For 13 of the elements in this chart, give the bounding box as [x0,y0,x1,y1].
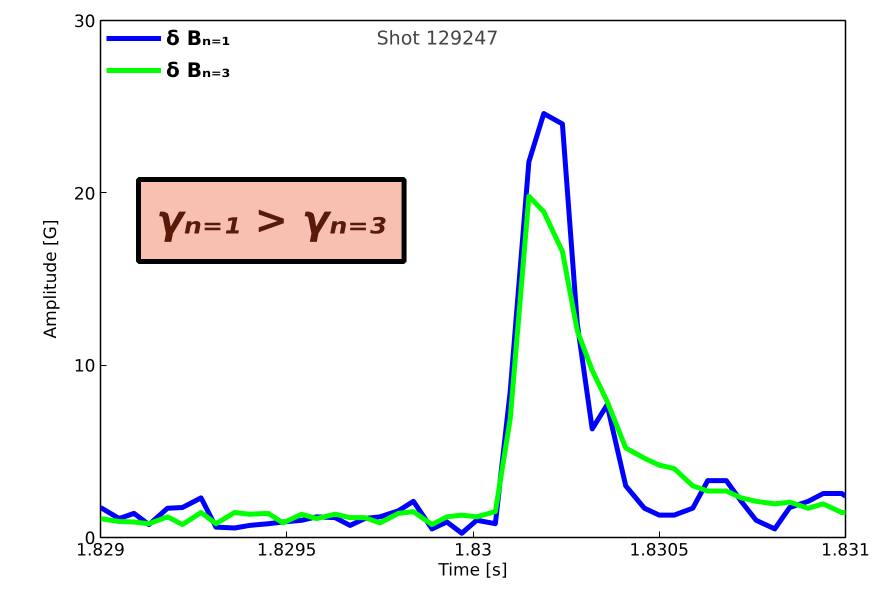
y-tick-label: 10 [74,356,96,377]
y-tick-label: 30 [74,12,96,32]
x-tick-label: 1.8305 [630,540,689,560]
x-axis-title: Time [s] [437,560,508,580]
y-tick-label: 20 [74,184,96,204]
legend-label: δ Bₙ₌₁ [166,26,230,50]
x-tick-label: 1.8295 [257,540,316,560]
x-tick-label: 1.83 [454,540,492,560]
x-tick-label: 1.831 [821,540,870,560]
legend-label: δ Bₙ₌₃ [166,58,230,82]
y-axis-title: Amplitude [G] [40,220,61,338]
annotation: γₙ₌₁ > γₙ₌₃ [156,198,387,244]
chart-title: Shot 129247 [376,28,498,50]
